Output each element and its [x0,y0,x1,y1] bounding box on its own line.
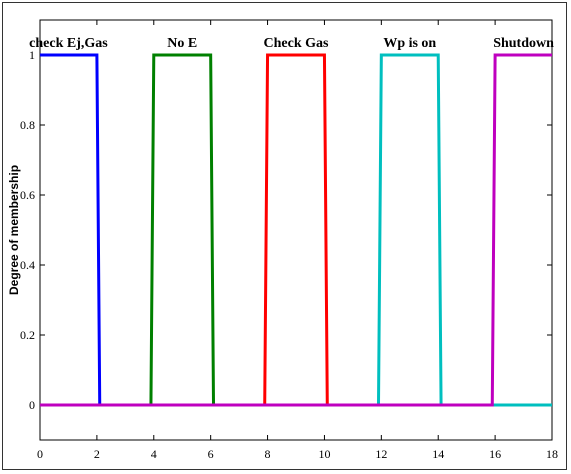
x-tick-label: 14 [432,447,444,461]
series-line [40,53,552,407]
mf-label: Wp is on [383,36,436,51]
y-tick-label: 0.2 [20,328,35,342]
membership-function-labels: check Ej,Gas No E Check Gas Wp is on Shutdow… [29,36,554,51]
series-layer [40,53,552,407]
series-line [40,53,552,407]
figure-frame [2,2,567,470]
x-tick-label: 12 [375,447,387,461]
x-tick-label: 2 [94,447,100,461]
y-tick-label: 0.4 [20,258,35,272]
x-tick-label: 18 [546,447,558,461]
plot-axes: 0 2 4 6 8 10 12 14 16 18 0 0.2 0.4 0.6 0.8 1 [20,19,558,461]
mf-label: Check Gas [264,36,330,51]
mf-label: Shutdown [493,36,554,51]
x-tick-label: 8 [265,447,271,461]
y-axis-label: Degree of membership [7,165,21,295]
x-tick-label: 0 [37,447,43,461]
series-line [40,53,552,407]
y-tick-label: 1 [29,48,35,62]
mf-label: check Ej,Gas [29,36,108,51]
series-line [40,53,552,407]
mf-label: No E [167,36,197,51]
y-tick-label: 0 [29,398,35,412]
plot-box [39,19,553,441]
x-tick-label: 16 [489,447,501,461]
y-tick-label: 0.6 [20,188,35,202]
x-tick-label: 4 [151,447,157,461]
x-tick-label: 10 [318,447,330,461]
x-tick-label: 6 [208,447,214,461]
y-tick-label: 0.8 [20,118,35,132]
series-line [40,53,552,407]
